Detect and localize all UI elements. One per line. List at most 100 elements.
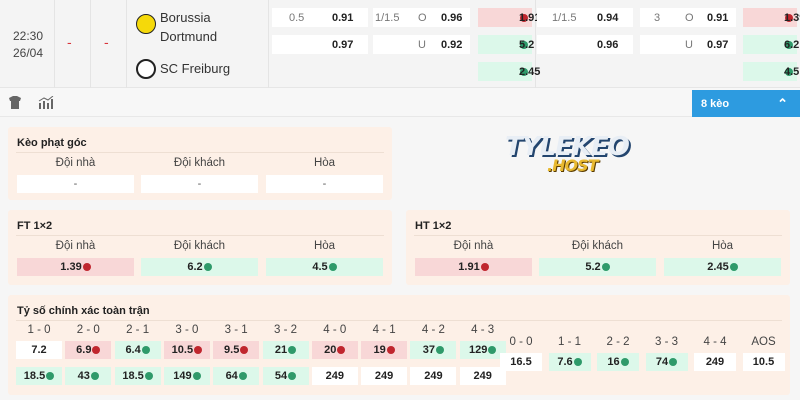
score-home-odd[interactable]: 7.2 bbox=[16, 341, 62, 359]
odd: 5.2 bbox=[519, 38, 535, 51]
draw-score-header: 3 - 3 bbox=[654, 336, 678, 348]
line: 1/1.5 bbox=[552, 11, 577, 24]
arrow-up-icon bbox=[144, 372, 153, 380]
score-away-odd[interactable]: 43 bbox=[65, 367, 112, 385]
odd: 43 bbox=[77, 370, 90, 382]
draw-score-odd[interactable]: 74 bbox=[645, 353, 688, 371]
odd: 10.5 bbox=[171, 344, 194, 356]
score-away-odd[interactable]: 249 bbox=[459, 367, 506, 385]
odd: 7.2 bbox=[31, 344, 47, 356]
odd: 0.94 bbox=[597, 11, 619, 24]
ft-1x2-home[interactable]: 1.39 bbox=[743, 8, 800, 27]
score-away-odd[interactable]: 249 bbox=[410, 367, 457, 385]
ht-away-odd[interactable]: 5.2 bbox=[539, 258, 656, 276]
chevron-up-icon: ⌃ bbox=[777, 95, 788, 111]
odd: 6.4 bbox=[125, 344, 141, 356]
ft-draw-odd[interactable]: 4.5 bbox=[266, 258, 383, 276]
arrow-up-icon bbox=[141, 346, 150, 354]
ht-hdp-away[interactable]: 0.96 bbox=[537, 35, 633, 54]
draw-score-odd[interactable]: 249 bbox=[694, 353, 736, 371]
score-home-odd[interactable]: 20 bbox=[311, 341, 358, 359]
score-home-odd[interactable]: 37 bbox=[410, 341, 457, 359]
arrow-up-icon bbox=[203, 263, 212, 271]
score-away-odd[interactable]: 54 bbox=[262, 367, 309, 385]
ft-ou-over[interactable]: 1/1.5 O 0.96 bbox=[373, 8, 470, 27]
draw-score-odd[interactable]: 16 bbox=[597, 353, 639, 371]
ft-1x2-away[interactable]: 6.2 bbox=[743, 35, 799, 54]
score-home-odd[interactable]: 129 bbox=[459, 341, 506, 359]
home-team[interactable]: Borussia Dortmund bbox=[160, 10, 218, 44]
header-draw: Hòa bbox=[711, 240, 734, 252]
score-away-odd[interactable]: 249 bbox=[361, 367, 408, 385]
arrow-down-icon bbox=[194, 346, 203, 354]
arrow-up-icon bbox=[288, 372, 297, 380]
corner-home-odd[interactable]: - bbox=[17, 175, 134, 193]
ht-home-odd[interactable]: 1.91 bbox=[415, 258, 532, 276]
arrow-up-icon bbox=[46, 372, 55, 380]
draw-score-header: 1 - 1 bbox=[557, 336, 581, 348]
more-odds-button[interactable]: 8 kèo ⌃ bbox=[692, 90, 800, 117]
score-header: 4 - 2 bbox=[421, 324, 445, 336]
score-home-odd[interactable]: 6.4 bbox=[114, 341, 161, 359]
arrow-up-icon bbox=[785, 40, 793, 49]
odd: 0.91 bbox=[332, 11, 354, 24]
score-home-odd[interactable]: 6.9 bbox=[65, 341, 112, 359]
ft-away-odd[interactable]: 6.2 bbox=[141, 258, 258, 276]
score-home-odd[interactable]: 21 bbox=[262, 341, 309, 359]
odd: 249 bbox=[325, 370, 344, 382]
score-home-odd[interactable]: 9.5 bbox=[213, 341, 260, 359]
score-home-odd[interactable]: 10.5 bbox=[163, 341, 210, 359]
ft-ou-under[interactable]: U 0.92 bbox=[373, 35, 470, 54]
ht-ou-under[interactable]: U 0.97 bbox=[640, 35, 736, 54]
arrow-down-icon bbox=[92, 346, 101, 354]
odd: 9.5 bbox=[224, 344, 240, 356]
arrow-up-icon bbox=[620, 358, 629, 366]
score-away-odd[interactable]: 249 bbox=[311, 367, 358, 385]
match-time: 22:30 26/04 bbox=[8, 28, 48, 62]
ft-1x2-draw[interactable]: 4.5 bbox=[743, 62, 799, 81]
panel-title: HT 1×2 bbox=[415, 220, 452, 232]
odd: 0.97 bbox=[707, 38, 729, 51]
ft-hdp-away[interactable]: 0.97 bbox=[272, 35, 368, 54]
corner-away-odd[interactable]: - bbox=[141, 175, 258, 193]
header-home: Đội nhà bbox=[55, 240, 96, 252]
odd: 0.97 bbox=[332, 38, 354, 51]
odd: 54 bbox=[274, 370, 288, 382]
ht-ou-over[interactable]: 3 O 0.91 bbox=[640, 8, 736, 27]
draw-score-odd[interactable]: 10.5 bbox=[742, 353, 785, 371]
ht-1x2-draw[interactable]: 2.45 bbox=[478, 62, 540, 81]
arrow-up-icon bbox=[520, 67, 528, 76]
header-draw: Hòa bbox=[313, 157, 336, 169]
odd: 7.6 bbox=[557, 356, 573, 368]
stats-icon[interactable] bbox=[38, 96, 54, 109]
ft-home-odd[interactable]: 1.39 bbox=[17, 258, 134, 276]
draw-score-odd[interactable]: 16.5 bbox=[500, 353, 542, 371]
ht-draw-odd[interactable]: 2.45 bbox=[664, 258, 781, 276]
freiburg-logo-icon bbox=[136, 59, 156, 79]
corner-draw-odd[interactable]: - bbox=[266, 175, 383, 193]
odd: 19 bbox=[373, 344, 386, 356]
odd: 249 bbox=[473, 370, 492, 382]
score-away-odd[interactable]: 64 bbox=[213, 367, 260, 385]
odd: 5.2 bbox=[585, 261, 601, 273]
panel-title: FT 1×2 bbox=[17, 220, 53, 232]
score-away-odd[interactable]: 18.5 bbox=[16, 367, 62, 385]
ft-hdp-home[interactable]: 0.5 0.91 bbox=[272, 8, 368, 27]
odd: 16.5 bbox=[510, 356, 532, 368]
score-header: 3 - 2 bbox=[273, 324, 297, 336]
away-team[interactable]: SC Freiburg bbox=[160, 61, 231, 76]
draw-score-odd[interactable]: 7.6 bbox=[548, 353, 591, 371]
shirt-icon[interactable] bbox=[8, 96, 22, 109]
score-header: 4 - 1 bbox=[372, 324, 396, 336]
ht-hdp-home[interactable]: 1/1.5 0.94 bbox=[537, 8, 633, 27]
draw-score-header: 2 - 2 bbox=[606, 336, 630, 348]
score-home-odd[interactable]: 19 bbox=[361, 341, 408, 359]
ht-1x2-away[interactable]: 5.2 bbox=[478, 35, 535, 54]
odd: 249 bbox=[424, 370, 443, 382]
score-header: 2 - 1 bbox=[126, 324, 150, 336]
score-away-odd[interactable]: 149 bbox=[163, 367, 210, 385]
score-away-odd[interactable]: 18.5 bbox=[114, 367, 161, 385]
ht-1x2-home[interactable]: 1.91 bbox=[478, 8, 540, 27]
odd: 1.91 bbox=[458, 261, 480, 273]
odd: 18.5 bbox=[122, 370, 144, 382]
